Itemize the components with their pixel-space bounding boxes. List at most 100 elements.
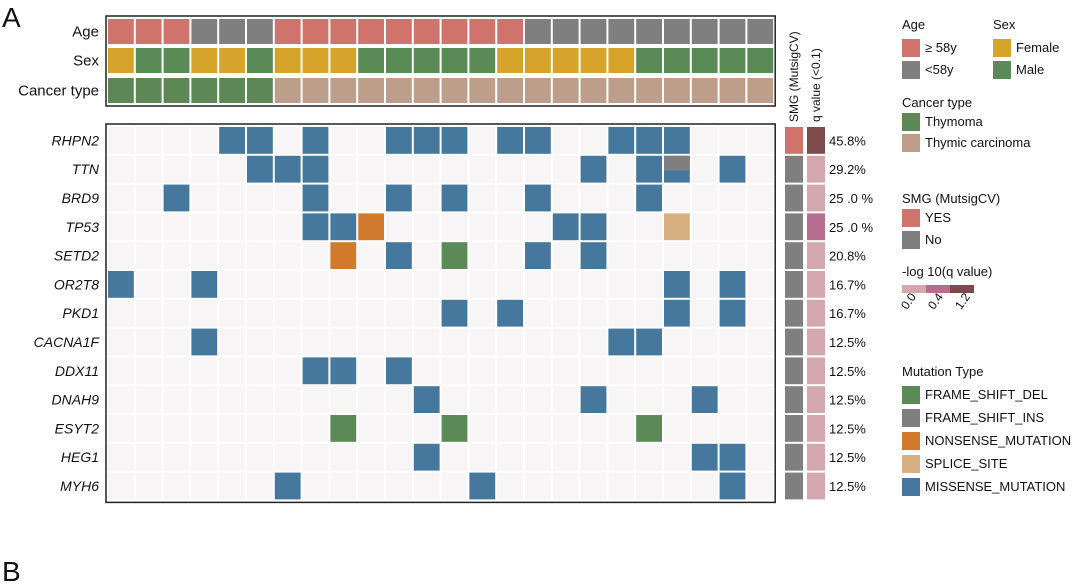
grid-cell — [691, 127, 718, 154]
annotation-cancer-cell — [163, 78, 190, 103]
mutation-cell-M — [413, 127, 440, 154]
grid-cell — [469, 328, 496, 356]
legend-qvalue-title: -log 10(q value) — [902, 264, 993, 279]
annotation-age-cell — [358, 19, 384, 44]
grid-cell — [441, 386, 468, 413]
qvalue-cell — [807, 472, 825, 500]
gene-percentage: 12.5% — [829, 450, 866, 465]
grid-cell — [747, 328, 774, 356]
smg-cell — [785, 299, 803, 327]
annotation-age-cell — [330, 19, 357, 44]
grid-cell — [191, 127, 218, 154]
grid-cell — [608, 415, 635, 442]
grid-cell — [691, 299, 718, 327]
gene-percentage: 12.5% — [829, 479, 866, 494]
grid-cell — [274, 213, 301, 241]
grid-cell — [608, 184, 635, 212]
grid-cell — [664, 184, 690, 212]
grid-cell — [747, 357, 774, 385]
gene-percentage: 16.7% — [829, 277, 866, 292]
grid-cell — [191, 415, 218, 442]
grid-cell — [108, 155, 134, 183]
legend-smg-no-swatch — [902, 231, 920, 249]
annotation-sex-cell — [580, 48, 607, 73]
grid-cell — [747, 299, 774, 327]
annotation-age-cell — [108, 19, 134, 44]
legend-smg-yes-label: YES — [925, 210, 952, 225]
grid-cell — [330, 299, 357, 327]
annotation-age-cell — [608, 19, 635, 44]
grid-cell — [525, 357, 551, 385]
grid-cell — [580, 184, 607, 212]
grid-cell — [108, 213, 134, 241]
annotation-age-cell — [441, 19, 468, 44]
mutation-cell-M — [664, 127, 690, 154]
grid-cell — [386, 271, 412, 298]
grid-cell — [247, 472, 273, 500]
grid-cell — [469, 443, 496, 471]
grid-cell — [691, 242, 718, 269]
grid-cell — [330, 443, 357, 471]
grid-cell — [497, 328, 523, 356]
grid-cell — [135, 242, 162, 269]
mutation-cell-N — [358, 213, 384, 241]
grid-cell — [358, 299, 384, 327]
grid-cell — [413, 328, 440, 356]
grid-cell — [552, 386, 579, 413]
mutation-cell-M — [441, 299, 468, 327]
annotation-age-cell — [386, 19, 412, 44]
grid-cell — [274, 127, 301, 154]
grid-cell — [497, 443, 523, 471]
qvalue-cell — [807, 299, 825, 327]
grid-cell — [497, 155, 523, 183]
grid-cell — [580, 443, 607, 471]
mutation-cell-M — [247, 155, 273, 183]
grid-cell — [302, 443, 329, 471]
mutation-cell-M — [247, 127, 273, 154]
grid-cell — [358, 271, 384, 298]
grid-cell — [219, 357, 245, 385]
grid-cell — [413, 357, 440, 385]
annotation-age-cell — [691, 19, 718, 44]
grid-cell — [163, 357, 190, 385]
mutation-cell-M — [636, 328, 662, 356]
grid-cell — [274, 242, 301, 269]
grid-cell — [747, 127, 774, 154]
grid-cell — [163, 472, 190, 500]
grid-cell — [552, 299, 579, 327]
annotation-sex-cell — [108, 48, 134, 73]
panel-letter-b: B — [2, 556, 21, 587]
mutation-cell-M — [441, 127, 468, 154]
annotation-sex-cell — [247, 48, 273, 73]
grid-cell — [552, 127, 579, 154]
grid-cell — [330, 271, 357, 298]
annotation-age-cell — [525, 19, 551, 44]
gene-percentage: 45.8% — [829, 133, 866, 148]
grid-cell — [247, 415, 273, 442]
grid-cell — [219, 242, 245, 269]
mutation-cell-M — [330, 357, 357, 385]
mutation-cell-M — [274, 472, 301, 500]
annotation-cancer-cell — [274, 78, 301, 103]
grid-cell — [608, 386, 635, 413]
grid-cell — [719, 328, 746, 356]
mutation-cell-M — [386, 127, 412, 154]
grid-cell — [580, 328, 607, 356]
gene-percentage: 29.2% — [829, 162, 866, 177]
grid-cell — [108, 328, 134, 356]
mutation-cell-M — [580, 242, 607, 269]
grid-cell — [719, 386, 746, 413]
grid-cell — [552, 155, 579, 183]
grid-cell — [191, 357, 218, 385]
grid-cell — [163, 299, 190, 327]
annotation-cancer-cell — [413, 78, 440, 103]
mutation-cell-M — [441, 184, 468, 212]
mutation-cell-M — [469, 472, 496, 500]
mutation-cell-M — [219, 127, 245, 154]
grid-cell — [441, 443, 468, 471]
grid-cell — [386, 386, 412, 413]
grid-cell — [525, 155, 551, 183]
grid-cell — [664, 443, 690, 471]
mutation-cell-M — [580, 155, 607, 183]
grid-cell — [636, 386, 662, 413]
